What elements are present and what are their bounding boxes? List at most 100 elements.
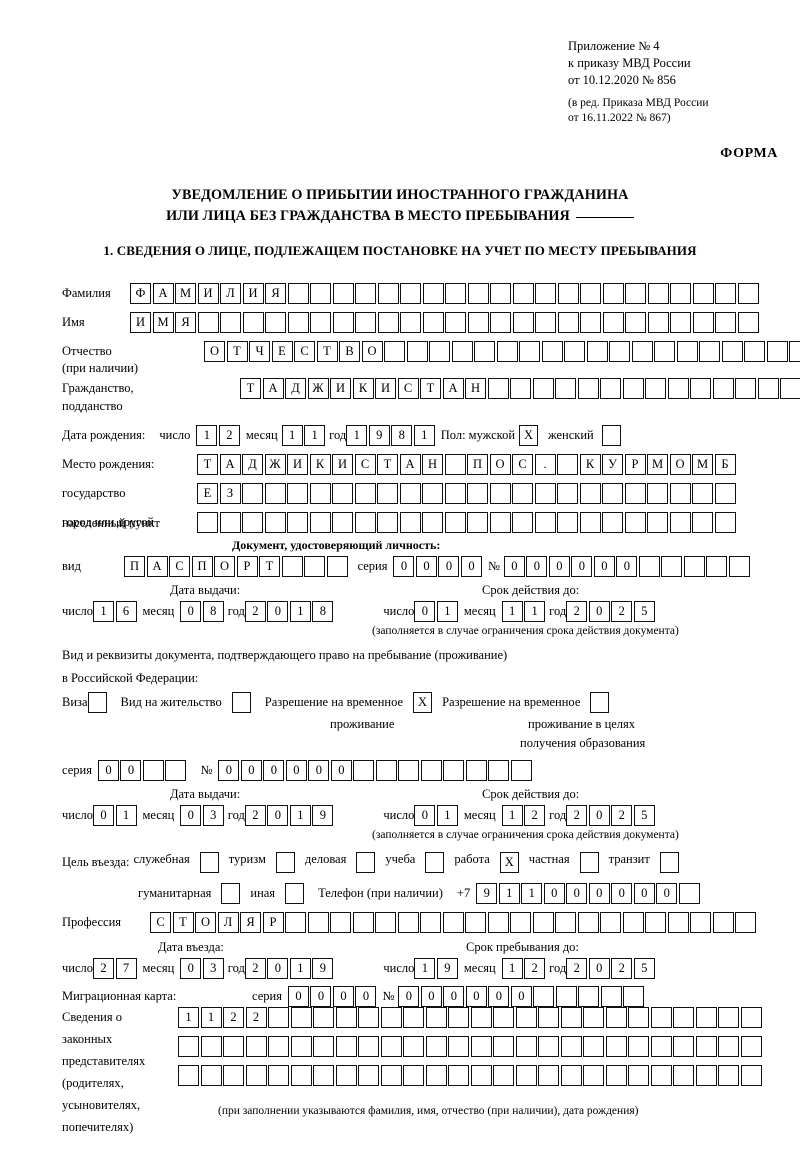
char-cell[interactable] xyxy=(718,1065,739,1086)
char-cell[interactable]: 0 xyxy=(393,556,415,577)
char-cell[interactable] xyxy=(397,912,419,933)
char-cell[interactable] xyxy=(287,512,308,533)
char-cell[interactable] xyxy=(579,512,601,533)
char-cell[interactable] xyxy=(645,912,666,933)
char-cell[interactable]: 0 xyxy=(308,760,330,781)
char-cell[interactable]: О xyxy=(361,341,383,362)
char-cell[interactable] xyxy=(335,1065,357,1086)
char-cell[interactable] xyxy=(560,1007,582,1028)
char-cell[interactable] xyxy=(178,1065,199,1086)
char-cell[interactable]: 8 xyxy=(391,425,413,446)
char-cell[interactable] xyxy=(380,1036,402,1057)
char-cell[interactable]: 0 xyxy=(633,883,655,904)
char-cell[interactable]: 1 xyxy=(304,425,326,446)
char-cell[interactable]: 1 xyxy=(289,601,311,622)
char-cell[interactable]: 2 xyxy=(244,805,266,826)
char-cell[interactable] xyxy=(712,378,734,399)
char-cell[interactable]: 1 xyxy=(436,805,458,826)
char-cell[interactable]: 2 xyxy=(244,601,266,622)
char-cell[interactable] xyxy=(220,312,241,333)
char-cell[interactable]: 0 xyxy=(443,986,465,1007)
char-cell[interactable] xyxy=(375,760,397,781)
char-cell[interactable]: 0 xyxy=(588,601,610,622)
char-cell[interactable] xyxy=(467,483,488,504)
char-cell[interactable]: Т xyxy=(197,454,218,475)
char-cell[interactable] xyxy=(579,483,601,504)
char-cell[interactable] xyxy=(512,512,533,533)
char-cell[interactable]: 6 xyxy=(115,601,137,622)
char-cell[interactable]: К xyxy=(579,454,601,475)
char-cell[interactable]: 3 xyxy=(202,958,224,979)
char-cell[interactable]: Т xyxy=(226,341,248,362)
char-cell[interactable]: Т xyxy=(316,341,338,362)
char-cell[interactable] xyxy=(420,912,441,933)
char-cell[interactable] xyxy=(673,1065,694,1086)
char-cell[interactable]: 0 xyxy=(263,760,285,781)
char-cell[interactable] xyxy=(605,1036,627,1057)
char-cell[interactable]: 7 xyxy=(115,958,137,979)
char-cell[interactable] xyxy=(358,1007,379,1028)
char-cell[interactable] xyxy=(583,1065,604,1086)
char-cell[interactable]: 0 xyxy=(414,601,436,622)
char-cell[interactable]: . xyxy=(534,454,556,475)
char-cell[interactable] xyxy=(422,283,444,304)
char-cell[interactable] xyxy=(534,483,556,504)
char-cell[interactable] xyxy=(654,341,675,362)
char-cell[interactable] xyxy=(470,1007,492,1028)
char-cell[interactable] xyxy=(285,912,306,933)
char-cell[interactable]: 8 xyxy=(202,601,224,622)
char-cell[interactable]: С xyxy=(354,454,376,475)
char-cell[interactable] xyxy=(557,312,579,333)
char-cell[interactable]: 1 xyxy=(524,601,546,622)
char-cell[interactable]: Е xyxy=(271,341,293,362)
char-cell[interactable]: Н xyxy=(465,378,486,399)
char-cell[interactable]: 2 xyxy=(566,958,588,979)
char-cell[interactable] xyxy=(332,512,353,533)
edu-residence-checkbox[interactable] xyxy=(590,692,610,713)
char-cell[interactable] xyxy=(624,483,646,504)
char-cell[interactable]: 2 xyxy=(611,958,633,979)
char-cell[interactable] xyxy=(422,312,444,333)
char-cell[interactable] xyxy=(287,312,309,333)
purpose-humanitarian-checkbox[interactable] xyxy=(221,883,241,904)
char-cell[interactable]: М xyxy=(175,283,196,304)
char-cell[interactable]: 0 xyxy=(267,601,289,622)
char-cell[interactable] xyxy=(496,341,518,362)
char-cell[interactable]: И xyxy=(197,283,219,304)
char-cell[interactable]: 0 xyxy=(503,556,525,577)
char-cell[interactable] xyxy=(628,1007,649,1028)
char-cell[interactable]: 2 xyxy=(245,1007,267,1028)
char-cell[interactable] xyxy=(290,1065,312,1086)
char-cell[interactable] xyxy=(465,760,487,781)
char-cell[interactable] xyxy=(355,312,376,333)
char-cell[interactable] xyxy=(377,483,398,504)
char-cell[interactable] xyxy=(678,883,700,904)
char-cell[interactable]: 1 xyxy=(115,805,137,826)
char-cell[interactable] xyxy=(650,1007,672,1028)
char-cell[interactable]: 0 xyxy=(330,760,352,781)
char-cell[interactable] xyxy=(512,312,534,333)
char-cell[interactable]: Д xyxy=(285,378,306,399)
char-cell[interactable] xyxy=(647,283,669,304)
char-cell[interactable] xyxy=(467,312,489,333)
purpose-option-checkbox-4[interactable]: X xyxy=(499,852,519,873)
char-cell[interactable] xyxy=(493,1036,514,1057)
char-cell[interactable] xyxy=(448,1036,469,1057)
char-cell[interactable]: 0 xyxy=(616,556,638,577)
char-cell[interactable]: Р xyxy=(236,556,258,577)
char-cell[interactable] xyxy=(264,483,286,504)
char-cell[interactable] xyxy=(538,1007,559,1028)
char-cell[interactable] xyxy=(661,556,683,577)
char-cell[interactable]: Л xyxy=(217,912,239,933)
char-cell[interactable] xyxy=(487,912,509,933)
char-cell[interactable] xyxy=(692,512,713,533)
char-cell[interactable]: 5 xyxy=(633,958,655,979)
char-cell[interactable] xyxy=(647,512,668,533)
